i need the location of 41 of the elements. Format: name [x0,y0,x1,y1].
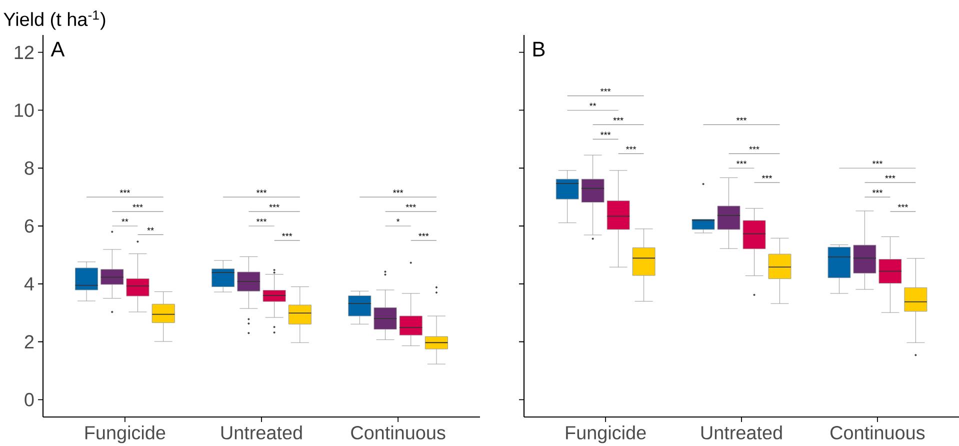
annotation: *** [256,218,267,222]
annotation: *** [626,146,636,150]
annotation: *** [736,160,747,164]
y-tick-label: 12 [14,46,34,59]
y-tick-label: 4 [24,277,34,290]
annotation: *** [392,190,404,193]
annotation: * [396,218,400,222]
annotation: *** [613,117,624,120]
y-tick-label: 10 [14,104,34,117]
annotation: ** [589,102,596,106]
annotation: *** [600,88,611,92]
annotation: *** [872,160,883,164]
y-tick-label: 6 [24,219,34,233]
annotation: *** [762,175,772,178]
annotation: *** [418,233,429,236]
y-axis-title: Yield (t ha$^{-1}$) [4,10,106,30]
annotation: *** [898,204,908,208]
x-tick-label: Continuous [830,426,925,440]
x-tick-label: Continuous [351,426,446,440]
annotation: *** [406,204,416,208]
annotation: ** [147,227,154,230]
annotation: *** [120,190,130,193]
x-tick-label: Fungicide [566,426,646,444]
annotation: *** [872,190,883,193]
annotation: *** [132,204,143,208]
x-tick-label: Untreated [701,426,782,440]
x-tick-label: Fungicide [85,426,166,444]
annotation: *** [736,117,747,120]
annotation: *** [749,146,760,150]
y-tick-label: 8 [24,161,34,175]
annotation: *** [282,233,292,236]
x-tick-label: Untreated [221,426,302,440]
chart-title: B [533,42,545,56]
chart-title: A [50,42,65,56]
annotation: *** [600,132,611,135]
y-tick-label: 0 [24,392,34,406]
annotation: *** [256,190,267,193]
annotation: *** [269,204,280,208]
y-tick-label: 2 [24,335,34,348]
annotation: *** [885,175,896,178]
annotation: ** [122,218,128,222]
